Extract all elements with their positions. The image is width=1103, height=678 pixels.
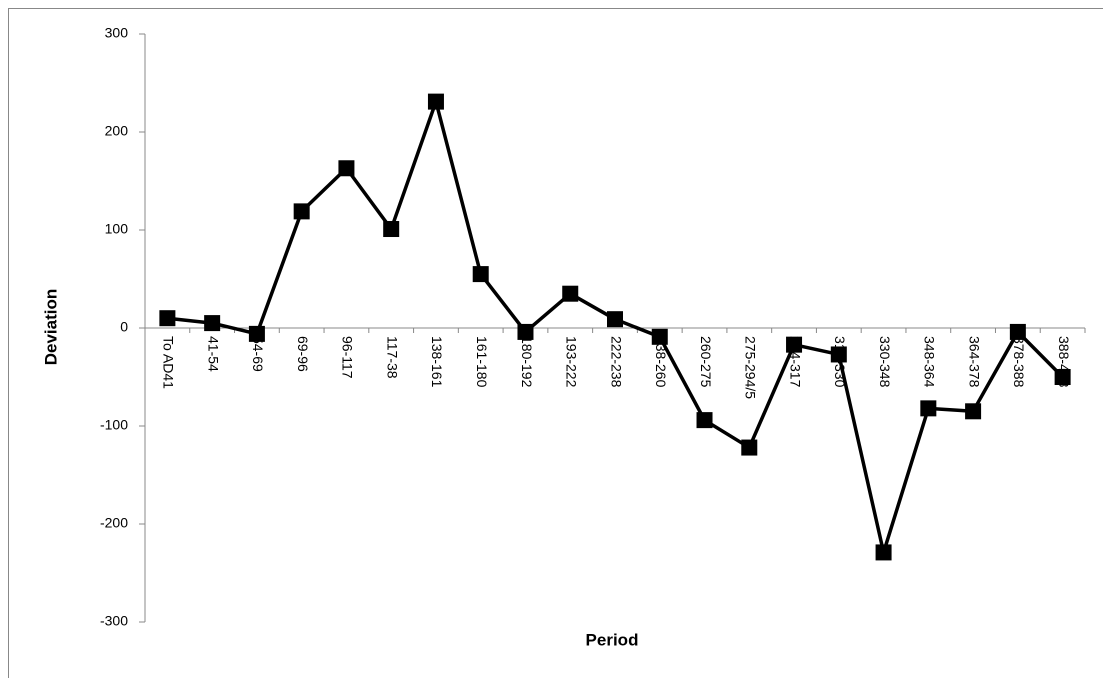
x-axis-title: Period xyxy=(586,630,639,649)
x-tick-label: To AD41 xyxy=(161,336,177,389)
marker xyxy=(248,325,265,342)
marker xyxy=(427,93,444,110)
x-tick-label: 117-38 xyxy=(384,336,400,379)
y-tick-label: -300 xyxy=(100,613,128,629)
marker xyxy=(830,346,847,363)
marker xyxy=(338,160,355,177)
x-tick-label: 222-238 xyxy=(608,336,624,388)
marker xyxy=(786,336,803,353)
marker xyxy=(472,266,489,283)
x-tick-label: 180-192 xyxy=(519,336,535,388)
x-tick-label: 41-54 xyxy=(205,336,221,372)
y-tick-label: 200 xyxy=(105,123,129,139)
x-tick-label: 69-96 xyxy=(295,336,311,372)
y-tick-label: -100 xyxy=(100,417,128,433)
chart-frame xyxy=(8,8,1103,678)
marker xyxy=(875,544,892,561)
marker xyxy=(1009,323,1026,340)
y-tick-label: -200 xyxy=(100,515,128,531)
y-tick-label: 100 xyxy=(105,221,129,237)
x-tick-label: 193-222 xyxy=(564,336,580,388)
x-tick-label: 378-388 xyxy=(1011,336,1027,388)
marker xyxy=(204,315,221,332)
marker xyxy=(651,328,668,345)
x-tick-label: 364-378 xyxy=(966,336,982,388)
x-tick-label: 275-294/5 xyxy=(743,336,759,399)
x-tick-label: 330-348 xyxy=(877,336,893,388)
marker xyxy=(741,439,758,456)
marker xyxy=(1054,369,1071,385)
marker xyxy=(562,285,579,302)
marker xyxy=(517,323,534,340)
marker xyxy=(293,203,310,220)
x-tick-label: 348-364 xyxy=(922,336,938,388)
marker xyxy=(383,221,400,238)
marker xyxy=(965,403,982,420)
y-tick-label: 300 xyxy=(105,25,129,41)
x-tick-label: 54-69 xyxy=(250,336,266,372)
y-tick-label: 0 xyxy=(120,319,128,335)
marker xyxy=(607,311,623,328)
x-tick-label: 138-161 xyxy=(429,336,445,388)
marker xyxy=(920,400,937,417)
marker xyxy=(159,310,176,327)
x-tick-label: 96-117 xyxy=(340,336,356,379)
marker xyxy=(696,412,713,429)
y-axis-title: Deviation xyxy=(41,289,60,366)
x-tick-label: 260-275 xyxy=(698,336,714,388)
x-tick-label: 161-180 xyxy=(474,336,490,388)
